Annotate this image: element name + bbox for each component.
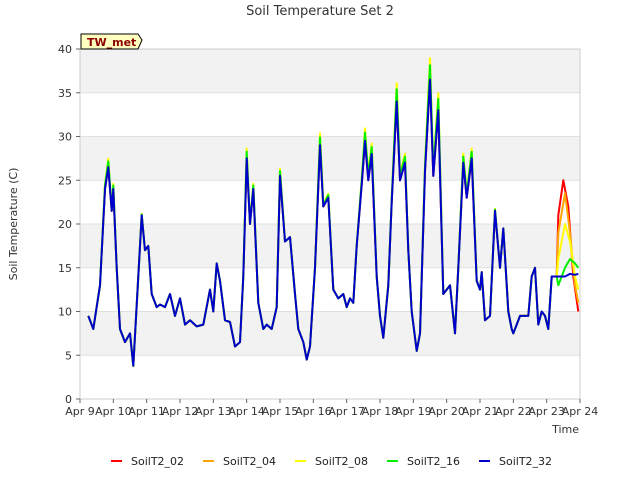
x-tick-label: Apr 13	[195, 405, 232, 418]
series-lines	[87, 57, 580, 367]
x-tick-label: Apr 23	[528, 405, 565, 418]
x-tick-label: Apr 20	[428, 405, 465, 418]
legend: SoilT2_02 SoilT2_04 SoilT2_08 SoilT2_16 Soil…	[111, 455, 552, 468]
y-axis-label: Soil Temperature (C)	[7, 168, 20, 281]
y-tick-label: 20	[58, 218, 72, 231]
y-tick-label: 5	[65, 349, 72, 362]
legend-label: SoilT2_08	[315, 455, 368, 468]
x-tick-label: Apr 18	[362, 405, 399, 418]
y-tick-label: 30	[58, 131, 72, 144]
legend-label: SoilT2_02	[131, 455, 184, 468]
y-tick-label: 10	[58, 306, 72, 319]
chart-title: Soil Temperature Set 2	[246, 4, 394, 19]
y-tick-label: 35	[58, 87, 72, 100]
x-tick-label: Apr 17	[328, 405, 365, 418]
y-tick-label: 25	[58, 174, 72, 187]
x-tick-label: Apr 9	[65, 405, 95, 418]
x-tick-label: Apr 14	[228, 405, 265, 418]
station-label-shape	[80, 33, 143, 50]
grid-band	[80, 49, 580, 93]
y-tick-label: 15	[58, 262, 72, 275]
x-tick-label: Apr 24	[562, 405, 599, 418]
series-line-soilt2-32	[87, 78, 579, 367]
plot-bands	[80, 49, 580, 356]
legend-label: SoilT2_16	[407, 455, 460, 468]
grid-band	[80, 311, 580, 356]
x-tick-label: Apr 11	[128, 405, 165, 418]
x-tick-label: Apr 22	[495, 405, 532, 418]
x-tick-label: Apr 10	[95, 405, 132, 418]
grid-band	[80, 136, 580, 181]
y-tick-label: 0	[65, 393, 72, 406]
station-label: TW_met	[87, 36, 136, 49]
legend-label: SoilT2_32	[499, 455, 552, 468]
x-tick-label: Apr 21	[462, 405, 499, 418]
y-tick-label: 40	[58, 43, 72, 56]
legend-label: SoilT2_04	[223, 455, 276, 468]
x-tick-label: Apr 19	[395, 405, 432, 418]
station-label-box: TW_met	[80, 33, 143, 50]
x-tick-label: Apr 12	[162, 405, 199, 418]
y-axis-ticks: 0 5 10 15 20 25 30 35 40	[58, 43, 80, 406]
x-tick-label: Apr 16	[295, 405, 332, 418]
x-axis-label: Time	[551, 423, 579, 436]
x-tick-label: Apr 15	[262, 405, 299, 418]
